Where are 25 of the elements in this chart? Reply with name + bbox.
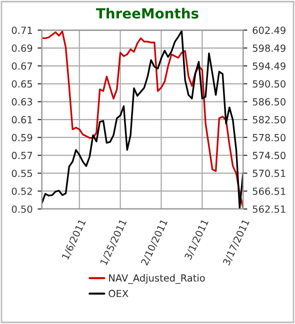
y-tick-label: 0.71: [12, 26, 32, 34]
y2-tick-label: 594.49: [252, 62, 286, 70]
y2-tick-label: 582.50: [252, 116, 286, 124]
y2-tick-label: 586.50: [252, 98, 286, 106]
y-tick-label: 0.59: [12, 134, 32, 142]
y-tick-label: 0.52: [12, 188, 32, 195]
y-tick-label: 0.63: [12, 98, 32, 106]
y2-tick-label: 562.51: [252, 205, 286, 213]
y2-tick-label: 574.50: [252, 152, 286, 160]
y-tick-label: 0.50: [12, 205, 32, 213]
legend-label: OEX: [108, 290, 128, 298]
y2-tick-label: 578.50: [252, 134, 286, 142]
y-tick-label: 0.69: [12, 44, 32, 52]
y2-tick-label: 602.49: [252, 26, 286, 34]
y2-tick-label: 590.50: [252, 80, 286, 88]
y-tick-label: 0.61: [12, 116, 32, 124]
y-tick-label: 0.65: [12, 80, 32, 88]
y2-tick-label: 566.51: [252, 188, 286, 195]
y-tick-label: 0.55: [12, 170, 32, 178]
y2-tick-label: 570.51: [252, 170, 286, 178]
y2-tick-label: 598.49: [252, 44, 286, 52]
chart-title: ThreeMonths: [96, 8, 198, 19]
y-tick-label: 0.67: [12, 62, 32, 70]
y-tick-label: 0.57: [12, 152, 32, 160]
legend-label: NAV_Adjusted_Ratio: [109, 274, 205, 284]
